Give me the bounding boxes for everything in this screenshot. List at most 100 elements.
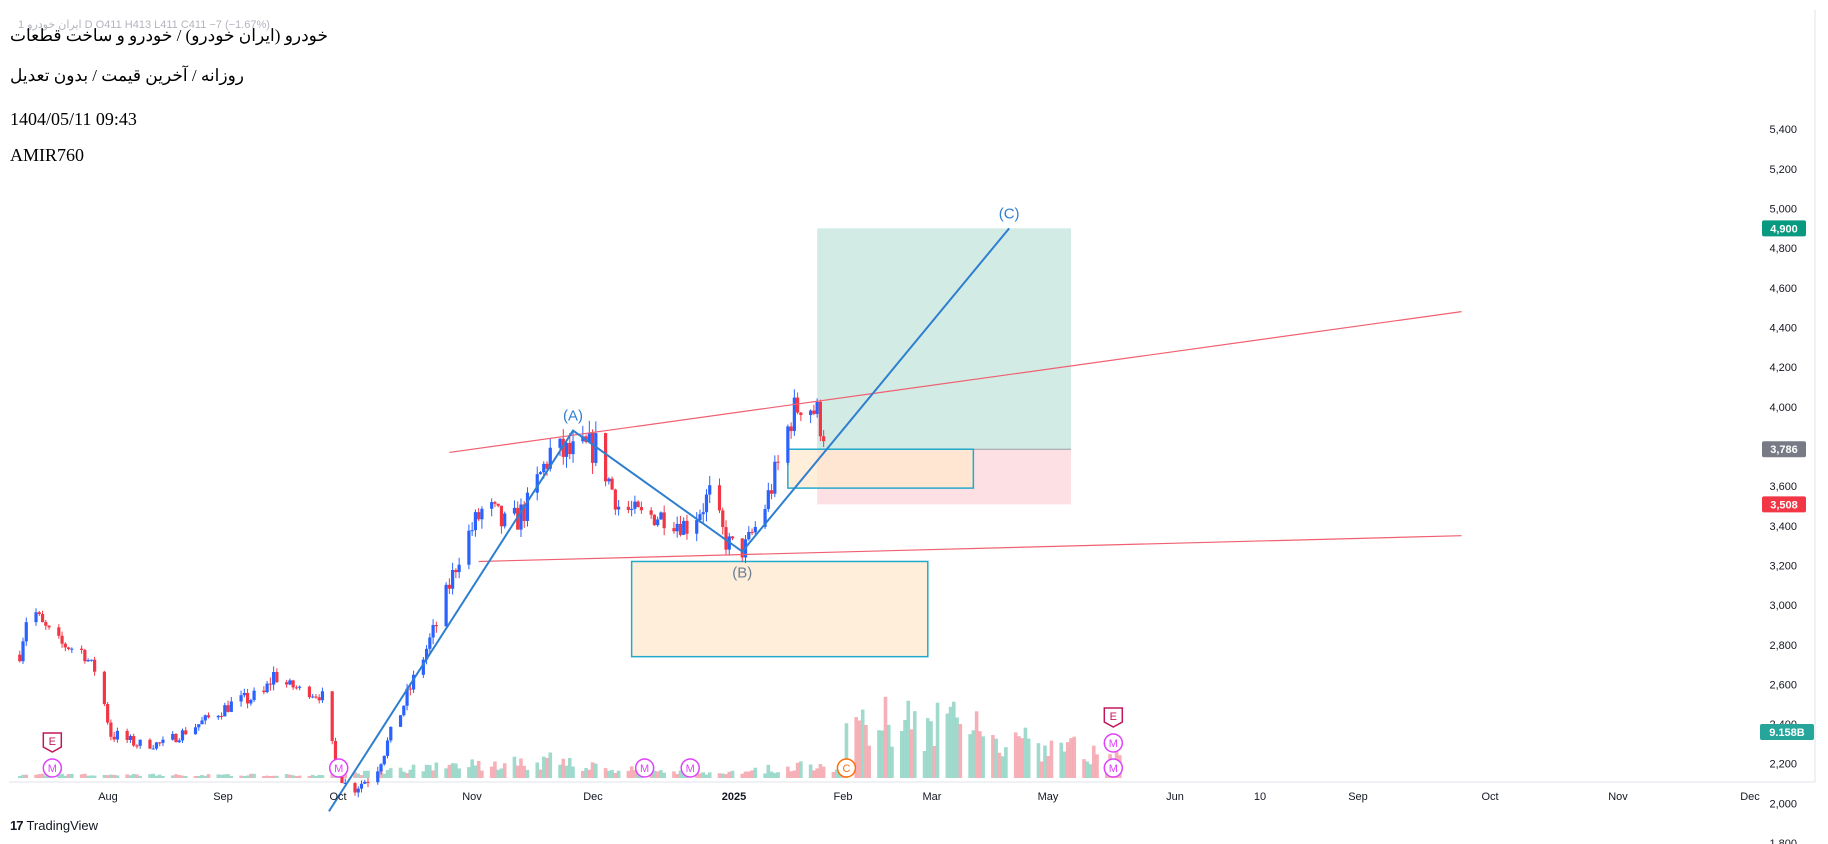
candle-body [125,730,129,740]
candle-body [333,740,338,763]
candle-body [115,730,120,740]
volume-bar [629,766,634,778]
candle-body [773,461,777,494]
volume-bar [727,771,732,778]
price-tick-label: 3,200 [1769,560,1797,572]
volume-bar [912,711,917,778]
volume-bar [769,771,774,778]
price-tick-label: 2,600 [1769,679,1797,691]
time-tick-label: May [1038,791,1059,803]
event-earnings-icon [42,732,63,753]
candle-body [470,530,474,532]
candle-body [789,426,793,432]
volume-bar [148,774,152,778]
wave-label: (C) [999,205,1020,222]
candle-body [216,715,220,718]
volume-bar [1023,727,1028,778]
price-tick-label: 3,400 [1769,521,1797,533]
candle-body [47,625,51,628]
candle-body [626,506,630,510]
volume-bar [496,769,500,778]
volume-bar [795,762,800,778]
volume-label: 9.158B [1769,727,1805,739]
candle-body [490,502,494,509]
volume-bar [320,775,325,778]
candle-body [730,536,735,539]
time-tick-label: Aug [98,791,118,803]
volume-bar [792,770,797,778]
volume-bar [1020,738,1024,778]
volume-bar [307,776,312,778]
volume-bar [571,766,575,778]
volume-bar [450,763,455,778]
volume-bar [317,774,321,778]
volume-bar [545,757,549,778]
volume-bar [151,773,156,778]
candle-body [171,733,175,740]
volume-bar [945,713,950,778]
volume-bar [558,764,562,778]
volume-bar [834,769,839,778]
candle-body [317,697,321,701]
candle-body [613,489,617,510]
volume-bar [750,770,754,778]
candle-body [405,688,409,706]
volume-bar [522,765,527,778]
volume-bar [444,768,448,778]
wave-label: (A) [563,408,583,425]
volume-bar [177,775,182,778]
candle-body [633,501,637,509]
volume-bar [978,731,982,778]
volume-bar [864,724,868,778]
candle-body [649,510,653,515]
volume-bar [922,751,927,778]
price-axis[interactable]: 5,400 5,200 5,000 4,800 4,600 4,400 4,200 4,000… [1760,124,1814,844]
candle-body [792,397,796,432]
candle-body [60,635,64,644]
zones-layer [630,228,1071,658]
volume-bar [925,718,930,778]
demand-zone [630,560,929,658]
event-label: E [1110,711,1117,723]
candle-body [402,705,406,716]
volume-bar [958,724,963,778]
volume-bar [223,774,227,778]
volume-bar [763,773,767,778]
volume-bar [405,773,409,778]
candle-body [581,436,585,442]
candle-body [262,690,266,693]
volume-layer [17,696,1122,778]
volume-bar [1046,756,1051,778]
event-label: C [842,763,850,775]
volume-bar [776,772,780,778]
candle-body [519,504,523,530]
candle-body [561,438,565,457]
time-axis[interactable]: Aug Sep Oct Nov Dec 2025 Feb Mar May Jun 10 Sep Oct N… [98,791,1760,803]
candle-body [89,659,93,661]
volume-bar [935,702,940,778]
volume-bar [174,774,178,778]
volume-bar [886,724,891,778]
candle-body [161,739,165,743]
candle-body [685,520,689,534]
candle-body [564,442,569,457]
candle-body [314,696,318,698]
volume-bar [193,776,198,778]
candle-body [451,570,455,589]
volume-bar [431,770,435,778]
volume-bar [63,775,68,778]
volume-bar [519,758,523,778]
volume-bar [24,774,29,778]
candle-body [379,764,383,772]
volume-bar [502,763,507,778]
candle-body [138,739,142,746]
candle-body [70,648,74,650]
volume-bar [294,776,299,778]
candle-body [558,438,562,448]
volume-bar [170,775,175,778]
volume-bar [1049,740,1054,778]
price-tick-label: 4,200 [1769,362,1797,374]
volume-bar [808,764,813,778]
tradingview-logo[interactable]: 17 TradingView [10,818,98,833]
